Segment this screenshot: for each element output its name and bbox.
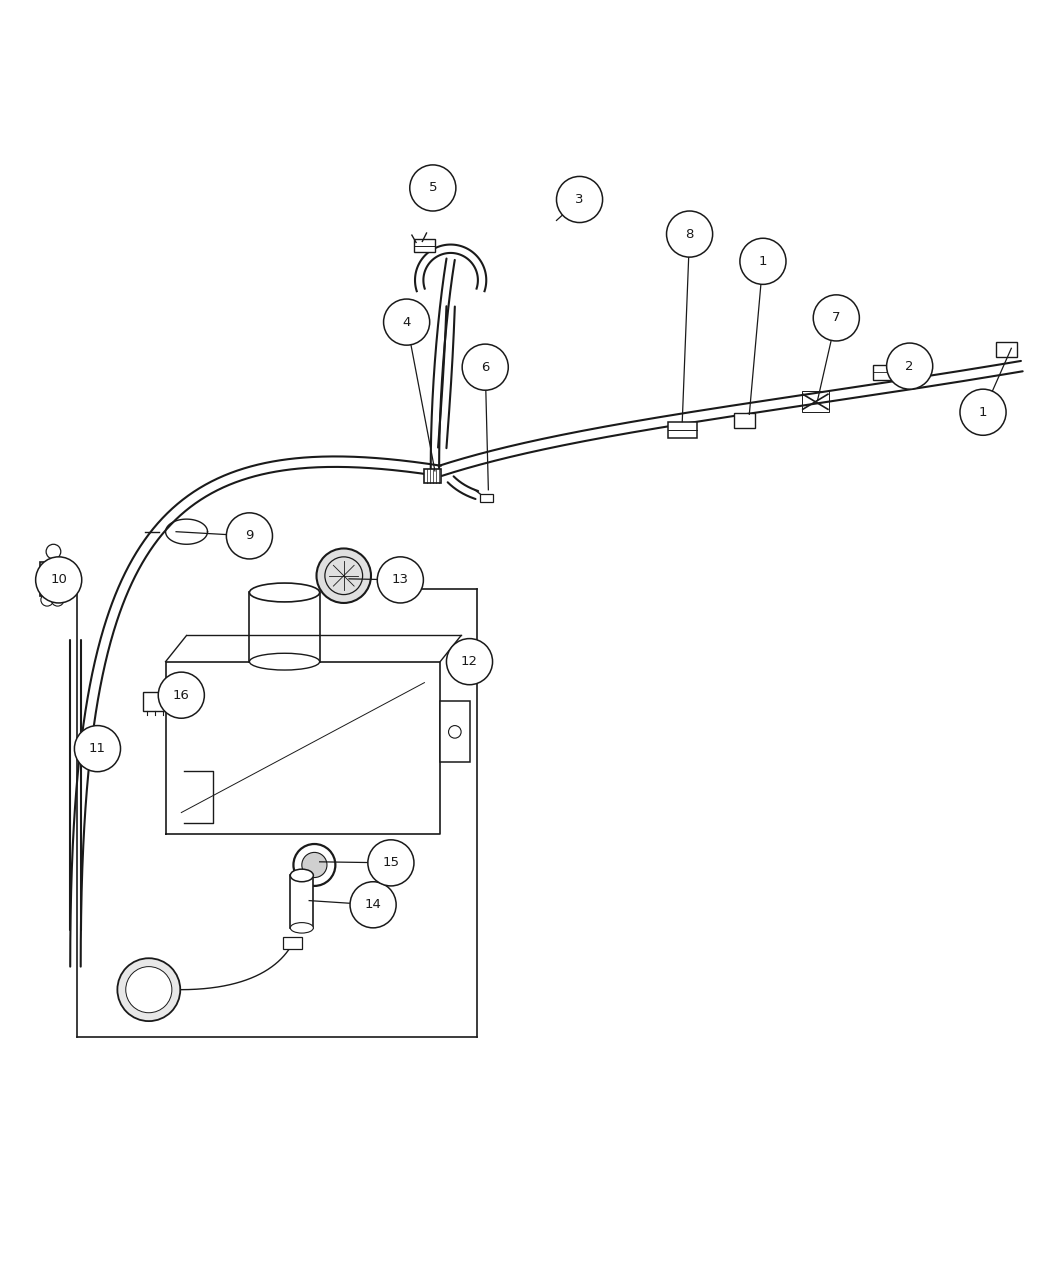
FancyBboxPatch shape [873, 365, 898, 379]
Text: 6: 6 [481, 360, 489, 374]
Circle shape [410, 165, 456, 211]
FancyBboxPatch shape [996, 342, 1017, 356]
Text: 1: 1 [979, 406, 987, 419]
Text: 14: 14 [365, 899, 381, 911]
Circle shape [462, 344, 508, 391]
Text: 9: 9 [245, 530, 254, 542]
Ellipse shape [249, 653, 320, 670]
Circle shape [384, 299, 430, 345]
FancyBboxPatch shape [668, 421, 697, 438]
Circle shape [36, 556, 82, 603]
FancyBboxPatch shape [414, 239, 435, 252]
Text: 15: 15 [383, 857, 399, 869]
Text: 13: 13 [392, 573, 409, 587]
Text: 10: 10 [50, 573, 67, 587]
Circle shape [740, 238, 786, 284]
Circle shape [377, 556, 423, 603]
FancyBboxPatch shape [40, 563, 61, 596]
Text: 7: 7 [832, 312, 840, 325]
Circle shape [960, 390, 1006, 435]
Circle shape [446, 639, 493, 685]
Circle shape [226, 513, 272, 559]
Circle shape [813, 295, 859, 341]
FancyBboxPatch shape [143, 693, 172, 710]
FancyBboxPatch shape [440, 701, 470, 763]
Circle shape [368, 840, 414, 886]
Circle shape [556, 177, 603, 223]
Text: 1: 1 [759, 255, 767, 267]
Circle shape [293, 844, 335, 886]
FancyBboxPatch shape [290, 876, 313, 928]
Ellipse shape [249, 583, 320, 602]
Text: 11: 11 [89, 742, 106, 755]
Circle shape [74, 726, 121, 771]
Text: 16: 16 [173, 689, 190, 701]
Text: 12: 12 [461, 656, 478, 668]
Text: 5: 5 [429, 182, 437, 195]
Text: 8: 8 [685, 228, 694, 241]
Circle shape [887, 342, 933, 390]
Text: 3: 3 [575, 193, 584, 206]
Text: 4: 4 [402, 316, 411, 328]
FancyBboxPatch shape [283, 937, 302, 948]
Circle shape [667, 211, 713, 257]
FancyBboxPatch shape [480, 494, 493, 503]
Circle shape [302, 853, 327, 877]
FancyBboxPatch shape [734, 414, 755, 428]
Circle shape [158, 672, 204, 718]
Ellipse shape [290, 869, 313, 882]
Circle shape [350, 882, 396, 928]
Text: 2: 2 [905, 359, 914, 373]
Circle shape [126, 966, 172, 1013]
Circle shape [117, 959, 180, 1021]
Circle shape [316, 549, 371, 603]
Ellipse shape [290, 923, 313, 933]
FancyBboxPatch shape [424, 468, 441, 484]
